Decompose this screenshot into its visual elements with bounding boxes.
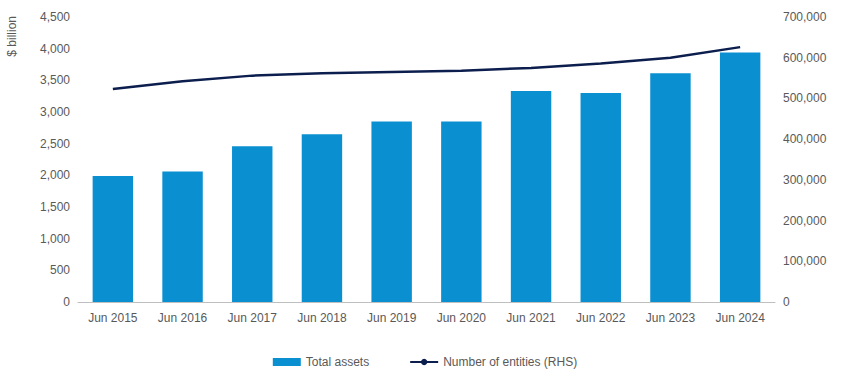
svg-text:Jun 2015: Jun 2015 <box>88 311 138 325</box>
svg-text:Jun 2024: Jun 2024 <box>715 311 765 325</box>
svg-text:2,500: 2,500 <box>40 137 70 151</box>
svg-text:4,500: 4,500 <box>40 10 70 24</box>
svg-text:400,000: 400,000 <box>783 132 827 146</box>
svg-text:1,000: 1,000 <box>40 232 70 246</box>
svg-text:0: 0 <box>783 295 790 309</box>
svg-text:Total assets: Total assets <box>306 355 369 369</box>
svg-text:300,000: 300,000 <box>783 173 827 187</box>
svg-text:Jun 2021: Jun 2021 <box>506 311 556 325</box>
svg-text:Number of entities (RHS): Number of entities (RHS) <box>443 355 577 369</box>
svg-text:Jun 2022: Jun 2022 <box>576 311 626 325</box>
svg-text:3,000: 3,000 <box>40 105 70 119</box>
svg-text:Jun 2020: Jun 2020 <box>437 311 487 325</box>
svg-text:500,000: 500,000 <box>783 91 827 105</box>
svg-text:600,000: 600,000 <box>783 51 827 65</box>
svg-text:0: 0 <box>63 295 70 309</box>
svg-text:3,500: 3,500 <box>40 73 70 87</box>
svg-text:Jun 2016: Jun 2016 <box>158 311 208 325</box>
svg-text:Jun 2018: Jun 2018 <box>297 311 347 325</box>
svg-text:Jun 2019: Jun 2019 <box>367 311 417 325</box>
svg-text:4,000: 4,000 <box>40 42 70 56</box>
svg-text:100,000: 100,000 <box>783 254 827 268</box>
svg-text:700,000: 700,000 <box>783 10 827 24</box>
svg-text:500: 500 <box>50 263 70 277</box>
svg-text:1,500: 1,500 <box>40 200 70 214</box>
svg-text:2,000: 2,000 <box>40 168 70 182</box>
svg-text:Jun 2017: Jun 2017 <box>228 311 278 325</box>
svg-text:Jun 2023: Jun 2023 <box>646 311 696 325</box>
svg-text:$ billion: $ billion <box>5 16 19 57</box>
svg-text:200,000: 200,000 <box>783 214 827 228</box>
